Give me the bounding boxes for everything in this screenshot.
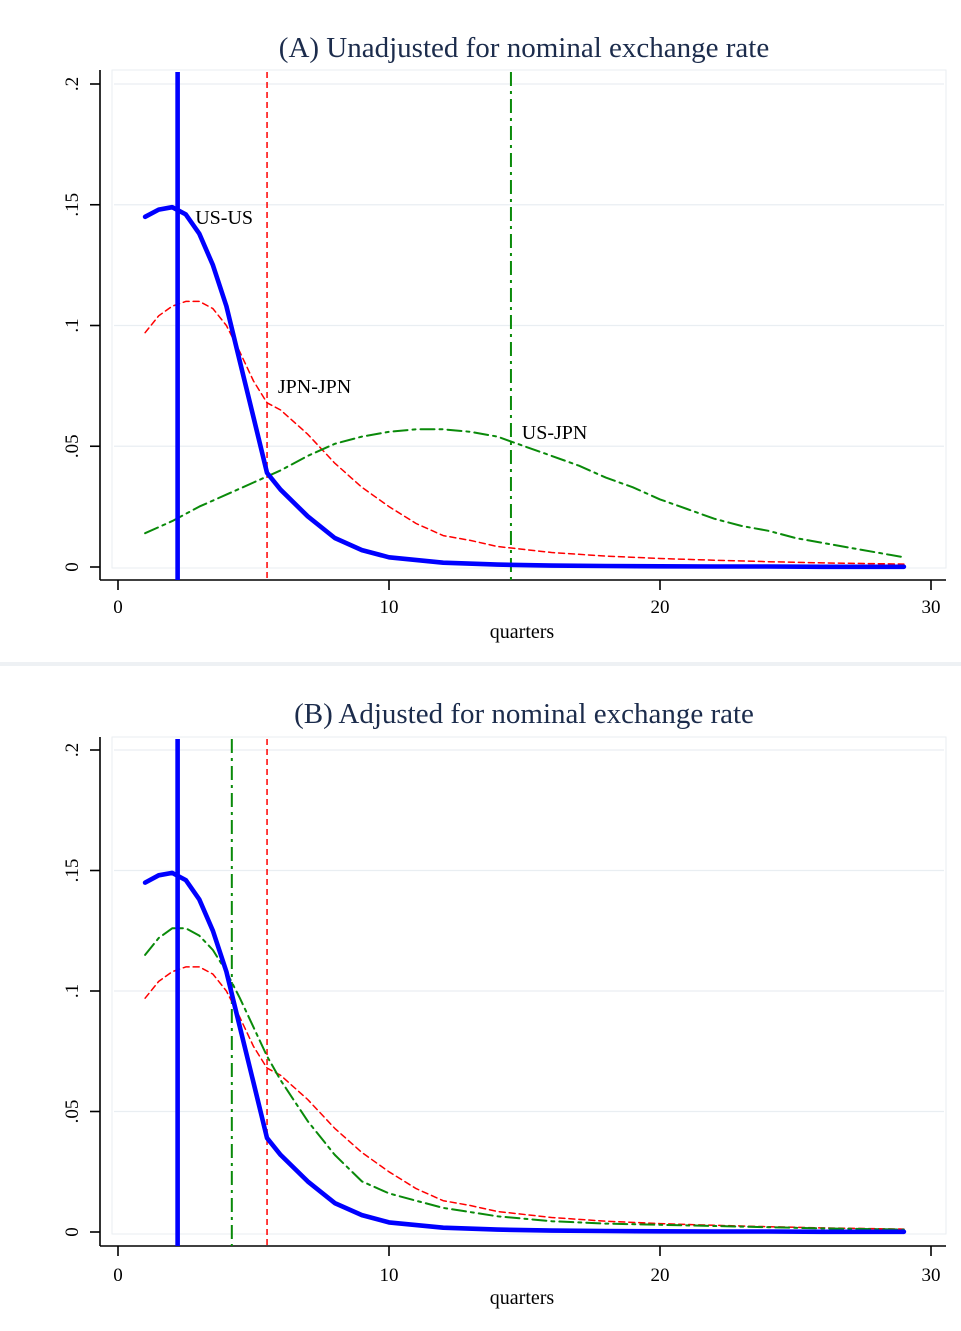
x-tick-label: 10: [380, 597, 399, 618]
y-tick-label: .1: [62, 984, 83, 998]
series-us-us-line: [142, 204, 907, 570]
series-jpn-jpn-line: [144, 966, 905, 1230]
x-axis-label: quarters: [490, 1287, 555, 1309]
x-tick-label: 30: [922, 597, 941, 618]
x-tick-label: 0: [113, 597, 123, 618]
chart-panel-a: (A) Unadjusted for nominal exchange rate…: [62, 32, 947, 643]
series-us-jpn-line: [144, 428, 905, 559]
y-tick-label: 0: [62, 562, 83, 572]
y-tick-label: .05: [62, 434, 83, 458]
plot-area: [111, 736, 947, 1235]
y-tick-label: .15: [62, 859, 83, 883]
annotation-jpn-jpn: JPN-JPN: [278, 376, 351, 398]
y-tick-label: .05: [62, 1100, 83, 1124]
y-tick-label: 0: [62, 1227, 83, 1237]
y-tick-label: .15: [62, 193, 83, 217]
x-tick-label: 0: [113, 1265, 123, 1286]
chart-panel-b: (B) Adjusted for nominal exchange rate 0.…: [62, 698, 947, 1309]
x-axis-label: quarters: [490, 621, 555, 643]
x-tick-label: 20: [651, 1265, 670, 1286]
x-tick-label: 20: [651, 597, 670, 618]
y-tick-label: .1: [62, 318, 83, 332]
series-us-us-line: [142, 870, 907, 1235]
annotation-us-jpn: US-JPN: [522, 422, 588, 444]
annotation-us-us: US-US: [195, 207, 253, 229]
plot-area: [111, 69, 947, 569]
x-tick-label: 30: [922, 1265, 941, 1286]
chart-title: (B) Adjusted for nominal exchange rate: [294, 698, 754, 730]
x-tick-label: 10: [380, 1265, 399, 1286]
series-us-jpn-line: [144, 927, 905, 1231]
panel-separator: [0, 662, 961, 666]
y-tick-label: .2: [62, 743, 83, 757]
series-jpn-jpn-line: [144, 300, 905, 565]
chart-title: (A) Unadjusted for nominal exchange rate: [279, 32, 769, 64]
y-tick-label: .2: [62, 77, 83, 91]
